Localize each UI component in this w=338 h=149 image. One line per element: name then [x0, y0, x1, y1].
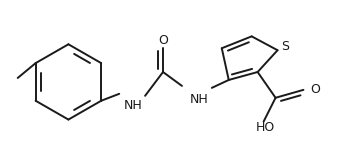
Text: O: O: [158, 34, 168, 47]
Text: NH: NH: [190, 93, 208, 106]
Text: HO: HO: [256, 121, 275, 134]
Text: O: O: [311, 83, 320, 96]
Text: S: S: [282, 40, 290, 53]
Text: NH: NH: [124, 99, 143, 112]
